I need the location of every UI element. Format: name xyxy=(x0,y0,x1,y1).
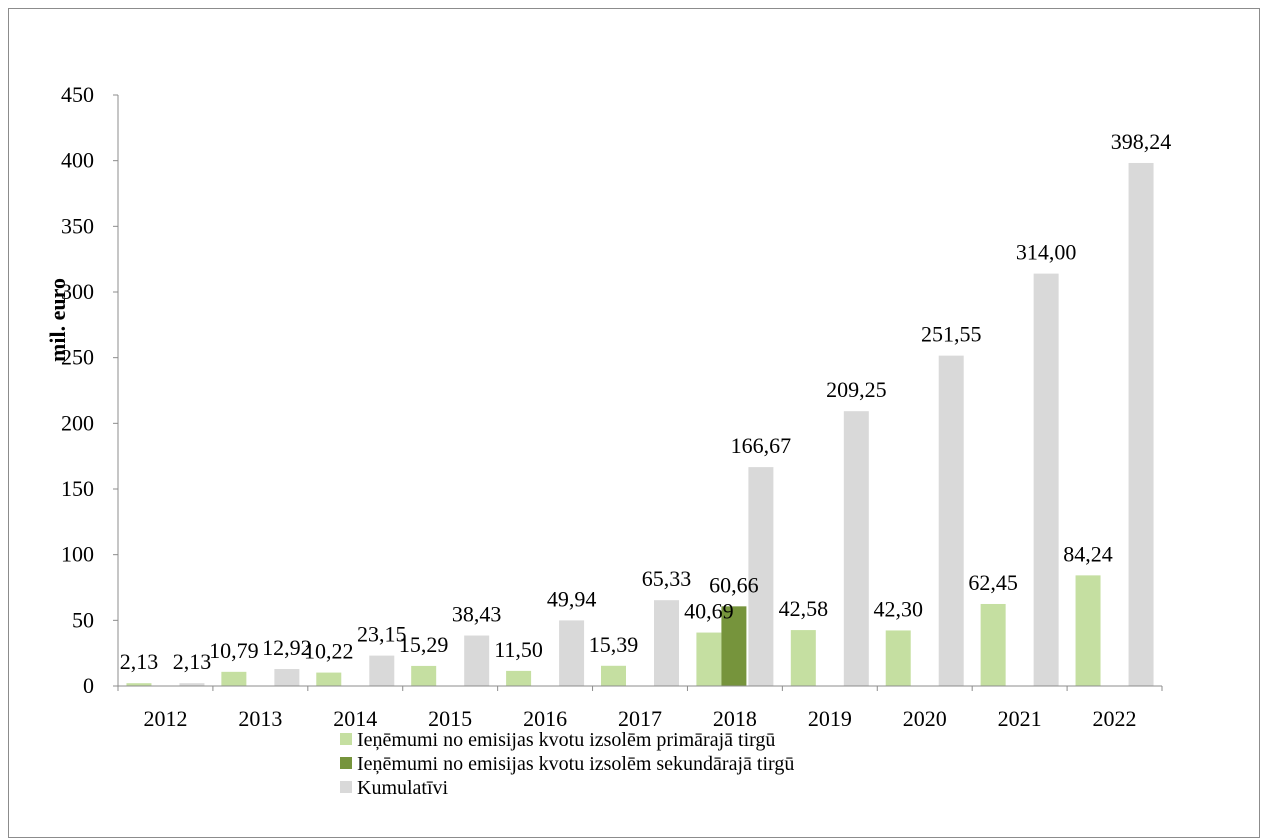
bar-2022-series-1 xyxy=(1075,575,1101,686)
data-label-2018-series-3: 166,67 xyxy=(731,433,792,458)
data-label-2013-series-3: 12,92 xyxy=(262,635,312,660)
data-label-2017-series-3: 65,33 xyxy=(642,566,692,591)
data-label-2022-series-3: 398,24 xyxy=(1111,129,1172,154)
data-label-2018-series-1: 40,69 xyxy=(684,599,734,624)
bar-2022-series-3 xyxy=(1128,162,1154,686)
data-label-2019-series-3: 209,25 xyxy=(826,377,887,402)
bar-2014-series-1 xyxy=(316,672,342,686)
y-tick-label: 100 xyxy=(61,542,94,567)
data-label-2021-series-1: 62,45 xyxy=(968,570,1018,595)
x-tick-label: 2018 xyxy=(713,706,757,731)
y-tick-label: 350 xyxy=(61,213,94,238)
bar-2014-series-3 xyxy=(369,655,395,686)
y-tick-label: 150 xyxy=(61,476,94,501)
legend-label-2: Ieņēmumi no emisijas kvotu izsolēm sekun… xyxy=(357,753,794,775)
data-label-2014-series-1: 10,22 xyxy=(304,639,354,664)
bar-2012-series-1 xyxy=(126,683,152,686)
bar-2017-series-1 xyxy=(601,665,626,686)
axes-layer: 0 50 100 150 200 250 300 350 400 450 2012 2013 2014 2… xyxy=(61,82,1163,731)
legend-label-3: Kumulatīvi xyxy=(357,777,449,799)
y-tick-label: 400 xyxy=(61,148,94,173)
legend-swatch-2 xyxy=(340,757,352,769)
data-label-2021-series-3: 314,00 xyxy=(1016,240,1077,265)
bar-2015-series-3 xyxy=(464,635,490,686)
bar-2019-series-1 xyxy=(790,630,816,686)
data-label-2016-series-3: 49,94 xyxy=(547,586,597,611)
data-label-2015-series-1: 15,29 xyxy=(399,632,449,657)
bar-2021-series-3 xyxy=(1033,273,1059,686)
x-tick-label: 2016 xyxy=(523,706,567,731)
bars-layer xyxy=(126,162,1154,686)
bar-2016-series-1 xyxy=(506,670,532,686)
data-label-2013-series-1: 10,79 xyxy=(209,638,259,663)
data-label-2020-series-1: 42,30 xyxy=(873,596,923,621)
x-tick-label: 2014 xyxy=(333,706,377,731)
bar-2019-series-3 xyxy=(843,411,869,686)
bar-2018-series-1 xyxy=(696,632,722,686)
y-tick-label: 50 xyxy=(72,607,94,632)
bar-2015-series-1 xyxy=(411,665,437,686)
y-tick-label: 0 xyxy=(83,673,94,698)
x-tick-label: 2020 xyxy=(903,706,947,731)
bar-2013-series-1 xyxy=(221,671,247,686)
legend: Ieņēmumi no emisijas kvotu izsolēm primā… xyxy=(340,729,794,799)
bar-2018-series-3 xyxy=(748,467,774,686)
bar-2017-series-3 xyxy=(654,600,679,686)
x-tick-label: 2013 xyxy=(238,706,282,731)
data-label-2015-series-3: 38,43 xyxy=(452,602,502,627)
data-label-2020-series-3: 251,55 xyxy=(921,322,982,347)
bar-2013-series-3 xyxy=(274,669,300,686)
y-tick-label: 300 xyxy=(61,279,94,304)
y-tick-label: 200 xyxy=(61,410,94,435)
x-tick-label: 2022 xyxy=(1093,706,1137,731)
bar-2018-series-2 xyxy=(721,606,747,686)
bar-2020-series-3 xyxy=(938,355,964,686)
data-label-2012-series-3: 2,13 xyxy=(173,649,212,674)
y-tick-label: 250 xyxy=(61,345,94,370)
x-tick-label: 2012 xyxy=(143,706,187,731)
bar-2012-series-3 xyxy=(179,683,205,686)
bar-2020-series-1 xyxy=(885,630,911,686)
data-label-2012-series-1: 2,13 xyxy=(120,649,159,674)
legend-swatch-1 xyxy=(340,733,352,745)
data-label-2019-series-1: 42,58 xyxy=(779,596,829,621)
y-tick-label: 450 xyxy=(61,82,94,107)
data-label-2016-series-1: 11,50 xyxy=(494,637,543,662)
legend-swatch-3 xyxy=(340,781,352,793)
data-label-2014-series-3: 23,15 xyxy=(357,622,407,647)
data-label-2018-series-2: 60,66 xyxy=(709,572,759,597)
legend-label-1: Ieņēmumi no emisijas kvotu izsolēm primā… xyxy=(357,729,775,751)
x-tick-label: 2019 xyxy=(808,706,852,731)
x-tick-label: 2017 xyxy=(618,706,662,731)
x-tick-label: 2021 xyxy=(998,706,1042,731)
bar-2016-series-3 xyxy=(559,620,585,686)
bar-2021-series-1 xyxy=(980,603,1006,686)
y-axis-title: mil. euro xyxy=(45,278,70,362)
data-label-2017-series-1: 15,39 xyxy=(589,632,639,657)
data-label-2022-series-1: 84,24 xyxy=(1063,541,1113,566)
x-tick-label: 2015 xyxy=(428,706,472,731)
